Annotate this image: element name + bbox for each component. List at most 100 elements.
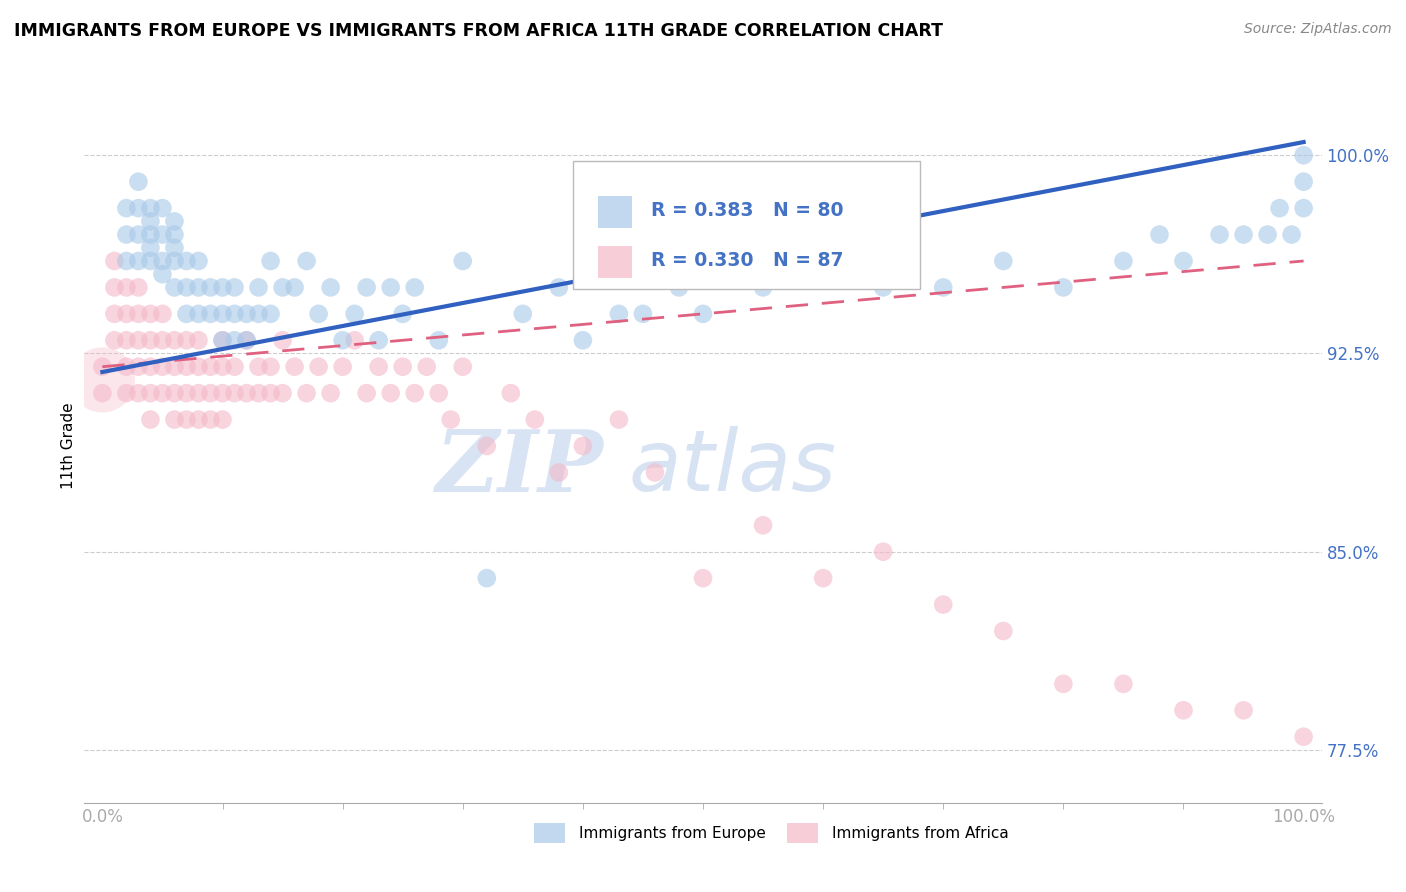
- Point: [187, 359, 209, 374]
- Point: [1232, 703, 1254, 717]
- Point: [415, 359, 437, 374]
- Point: [176, 386, 198, 401]
- Point: [404, 280, 426, 294]
- Point: [547, 466, 569, 480]
- Point: [163, 386, 186, 401]
- Point: [152, 359, 174, 374]
- Point: [1173, 254, 1195, 268]
- Point: [127, 359, 149, 374]
- Point: [139, 201, 162, 215]
- Point: [127, 175, 149, 189]
- Point: [308, 307, 330, 321]
- Point: [259, 307, 281, 321]
- Point: [139, 307, 162, 321]
- Point: [993, 624, 1015, 638]
- Point: [1208, 227, 1230, 242]
- Point: [499, 386, 522, 401]
- Point: [139, 333, 162, 347]
- Point: [332, 333, 354, 347]
- Point: [1281, 227, 1303, 242]
- Point: [152, 267, 174, 281]
- Point: [872, 545, 894, 559]
- Point: [427, 333, 450, 347]
- Bar: [598, 246, 633, 278]
- Point: [187, 280, 209, 294]
- Point: [187, 307, 209, 321]
- Point: [103, 307, 125, 321]
- Point: [127, 254, 149, 268]
- Point: [993, 254, 1015, 268]
- Point: [308, 359, 330, 374]
- Point: [103, 280, 125, 294]
- Point: [200, 359, 222, 374]
- Point: [631, 307, 654, 321]
- Point: [115, 333, 138, 347]
- Point: [259, 386, 281, 401]
- Point: [115, 254, 138, 268]
- Point: [547, 280, 569, 294]
- Point: [319, 280, 342, 294]
- Text: Immigrants from Africa: Immigrants from Africa: [832, 826, 1010, 840]
- Point: [187, 254, 209, 268]
- Point: [247, 359, 270, 374]
- Point: [200, 386, 222, 401]
- Point: [91, 373, 114, 387]
- Point: [391, 359, 413, 374]
- Point: [152, 307, 174, 321]
- Point: [91, 386, 114, 401]
- Point: [1052, 280, 1074, 294]
- Point: [139, 227, 162, 242]
- Point: [211, 280, 233, 294]
- Point: [391, 307, 413, 321]
- Point: [271, 280, 294, 294]
- Point: [224, 333, 246, 347]
- Point: [1173, 703, 1195, 717]
- Point: [176, 412, 198, 426]
- Point: [139, 386, 162, 401]
- Point: [404, 386, 426, 401]
- Text: IMMIGRANTS FROM EUROPE VS IMMIGRANTS FROM AFRICA 11TH GRADE CORRELATION CHART: IMMIGRANTS FROM EUROPE VS IMMIGRANTS FRO…: [14, 22, 943, 40]
- Point: [247, 280, 270, 294]
- Point: [1149, 227, 1171, 242]
- Point: [127, 227, 149, 242]
- Point: [367, 359, 389, 374]
- Point: [512, 307, 534, 321]
- Point: [811, 254, 834, 268]
- Point: [235, 307, 257, 321]
- Point: [380, 386, 402, 401]
- Point: [103, 254, 125, 268]
- Point: [176, 359, 198, 374]
- Point: [187, 412, 209, 426]
- Point: [475, 439, 498, 453]
- Point: [176, 280, 198, 294]
- Point: [211, 307, 233, 321]
- Point: [356, 280, 378, 294]
- Point: [932, 598, 955, 612]
- Point: [211, 412, 233, 426]
- Point: [427, 386, 450, 401]
- Point: [152, 333, 174, 347]
- Point: [1257, 227, 1279, 242]
- Point: [139, 241, 162, 255]
- Point: [692, 307, 714, 321]
- Point: [295, 386, 318, 401]
- Point: [451, 359, 474, 374]
- Point: [163, 241, 186, 255]
- Point: [211, 333, 233, 347]
- Point: [607, 307, 630, 321]
- Point: [284, 280, 307, 294]
- Point: [872, 280, 894, 294]
- Point: [163, 359, 186, 374]
- Point: [152, 386, 174, 401]
- Point: [752, 518, 775, 533]
- Point: [1292, 201, 1315, 215]
- Point: [668, 280, 690, 294]
- Y-axis label: 11th Grade: 11th Grade: [60, 402, 76, 490]
- Point: [127, 333, 149, 347]
- Point: [139, 214, 162, 228]
- Point: [235, 333, 257, 347]
- Text: R = 0.330   N = 87: R = 0.330 N = 87: [651, 251, 844, 270]
- Point: [152, 254, 174, 268]
- Point: [380, 280, 402, 294]
- Point: [200, 307, 222, 321]
